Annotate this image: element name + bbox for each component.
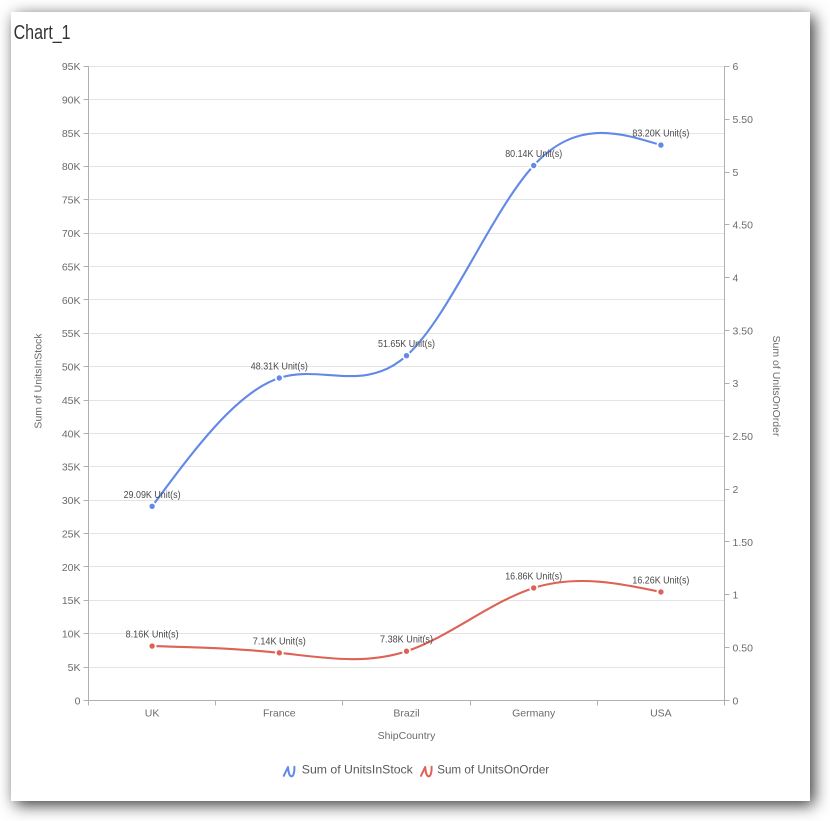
svg-text:0: 0 [75,695,81,707]
svg-text:83.20K Unit(s): 83.20K Unit(s) [632,128,689,140]
svg-text:2.50: 2.50 [733,431,754,443]
svg-text:Sum of UnitsOnOrder: Sum of UnitsOnOrder [437,763,549,777]
svg-text:0: 0 [733,695,739,707]
svg-text:90K: 90K [62,94,81,106]
svg-text:75K: 75K [62,195,81,207]
svg-text:Germany: Germany [512,707,556,719]
svg-text:UK: UK [145,707,160,719]
svg-text:2: 2 [733,484,739,496]
svg-text:50K: 50K [62,362,81,374]
svg-text:10K: 10K [62,629,81,641]
svg-text:4: 4 [733,273,739,285]
svg-text:80.14K Unit(s): 80.14K Unit(s) [505,148,562,160]
svg-text:85K: 85K [62,128,81,140]
svg-text:Chart_1: Chart_1 [14,22,71,44]
svg-text:3.50: 3.50 [733,325,754,337]
svg-text:70K: 70K [62,228,81,240]
svg-text:35K: 35K [62,462,81,474]
svg-text:29.09K Unit(s): 29.09K Unit(s) [124,489,181,501]
svg-text:5K: 5K [68,662,81,674]
svg-text:0.50: 0.50 [733,642,754,654]
svg-text:30K: 30K [62,495,81,507]
svg-text:5: 5 [733,167,739,179]
svg-text:20K: 20K [62,562,81,574]
svg-text:USA: USA [650,707,672,719]
svg-text:Sum of UnitsInStock: Sum of UnitsInStock [33,333,45,429]
svg-text:3: 3 [733,378,739,390]
svg-text:France: France [263,707,296,719]
svg-text:16.86K Unit(s): 16.86K Unit(s) [505,570,562,582]
svg-text:60K: 60K [62,295,81,307]
svg-text:7.38K Unit(s): 7.38K Unit(s) [380,634,433,646]
svg-text:15K: 15K [62,595,81,607]
svg-text:55K: 55K [62,328,81,340]
svg-text:ShipCountry: ShipCountry [378,730,437,742]
svg-text:48.31K Unit(s): 48.31K Unit(s) [251,360,308,372]
svg-text:51.65K Unit(s): 51.65K Unit(s) [378,338,435,350]
svg-text:Sum of UnitsInStock: Sum of UnitsInStock [302,763,414,777]
svg-text:45K: 45K [62,395,81,407]
svg-text:95K: 95K [62,61,81,73]
svg-text:1.50: 1.50 [733,537,754,549]
svg-text:40K: 40K [62,428,81,440]
svg-text:7.14K Unit(s): 7.14K Unit(s) [253,635,306,647]
svg-text:8.16K Unit(s): 8.16K Unit(s) [126,629,179,641]
svg-text:Brazil: Brazil [393,707,419,719]
svg-text:4.50: 4.50 [733,220,754,232]
svg-text:80K: 80K [62,161,81,173]
svg-text:5.50: 5.50 [733,114,754,126]
svg-text:25K: 25K [62,528,81,540]
svg-text:6: 6 [733,61,739,73]
svg-text:1: 1 [733,590,739,602]
svg-text:Sum of UnitsOnOrder: Sum of UnitsOnOrder [770,336,782,437]
svg-text:65K: 65K [62,261,81,273]
svg-text:16.26K Unit(s): 16.26K Unit(s) [632,574,689,586]
